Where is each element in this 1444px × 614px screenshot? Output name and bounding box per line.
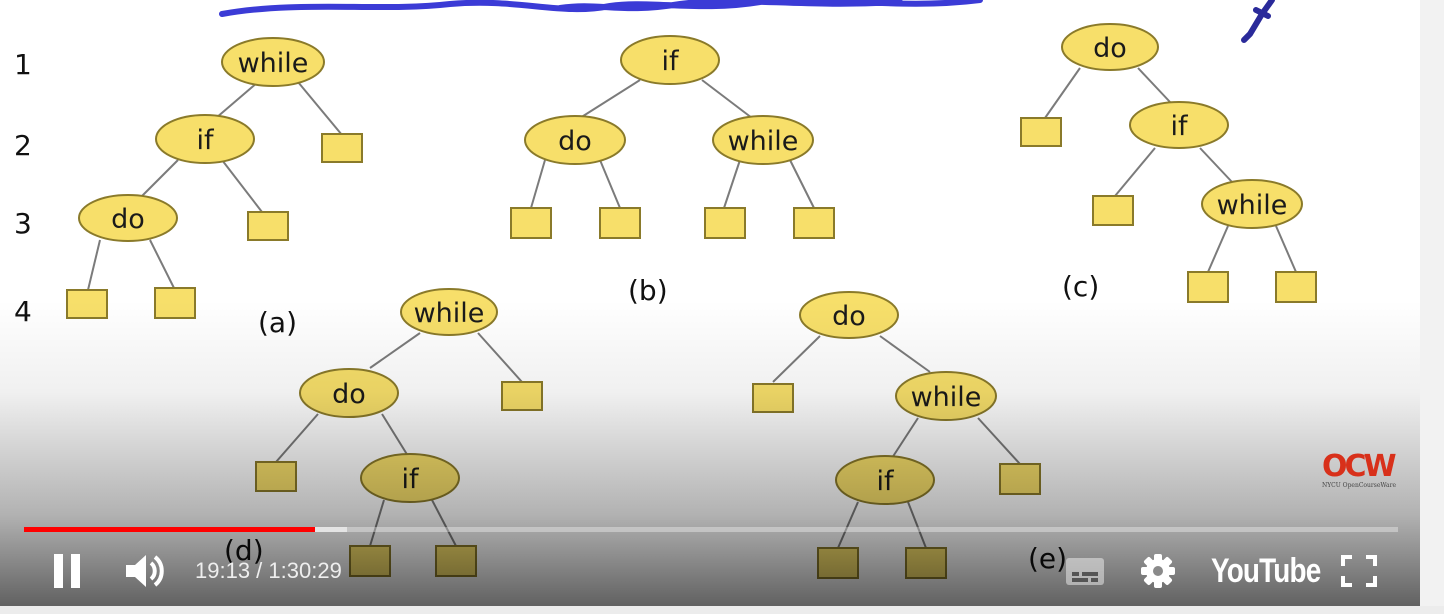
settings-button[interactable] bbox=[1140, 553, 1176, 589]
tree-node bbox=[1201, 179, 1303, 229]
progress-bar[interactable] bbox=[24, 527, 1398, 532]
tree-node bbox=[155, 114, 255, 164]
video-player[interactable]: 1 2 3 4 bbox=[0, 0, 1420, 606]
tree-node-label: do bbox=[111, 204, 145, 235]
tree-node-label: do bbox=[332, 379, 366, 410]
leaf-node bbox=[793, 207, 835, 239]
tree-node bbox=[1129, 101, 1229, 149]
tree-node-label: if bbox=[661, 46, 680, 77]
logo-subtitle: NYCU OpenCourseWare bbox=[1322, 482, 1397, 489]
tree-caption: (c) bbox=[1062, 270, 1099, 303]
level-label: 2 bbox=[14, 129, 32, 162]
youtube-logo-button[interactable]: YouTube bbox=[1211, 552, 1321, 590]
tree-node-label: do bbox=[558, 126, 592, 157]
tree-node-label: while bbox=[1217, 190, 1288, 221]
tree-node-label: while bbox=[728, 126, 799, 157]
tree-node-label: if bbox=[1170, 111, 1189, 142]
leaf-node bbox=[1020, 117, 1062, 147]
leaf-node bbox=[1092, 195, 1134, 226]
leaf-node bbox=[510, 207, 552, 239]
time-display: 19:13 / 1:30:29 bbox=[195, 556, 342, 586]
level-label: 4 bbox=[14, 295, 32, 328]
fullscreen-icon bbox=[1341, 555, 1377, 587]
tree-node-label: do bbox=[1093, 33, 1127, 64]
page-bottom-strip bbox=[0, 606, 1444, 614]
tree-caption: (b) bbox=[628, 274, 668, 307]
tree-node-label: do bbox=[832, 301, 866, 332]
tree-node-label: if bbox=[876, 466, 895, 497]
level-label: 1 bbox=[14, 48, 32, 81]
progress-played bbox=[24, 527, 316, 532]
level-labels: 1 2 3 4 bbox=[14, 48, 32, 328]
leaf-node bbox=[752, 383, 794, 413]
pause-icon bbox=[54, 554, 80, 588]
ink-mark-right bbox=[1241, 0, 1275, 43]
leaf-node bbox=[704, 207, 746, 239]
leaf-node bbox=[66, 289, 108, 319]
leaf-node bbox=[154, 287, 196, 319]
fullscreen-button[interactable] bbox=[1340, 554, 1378, 588]
tree-b: if do while (b) bbox=[510, 35, 835, 307]
subtitles-icon bbox=[1066, 558, 1104, 585]
tree-node bbox=[524, 115, 626, 165]
leaf-node bbox=[247, 211, 289, 241]
tree-node-label: if bbox=[196, 125, 215, 156]
leaf-node bbox=[255, 461, 297, 492]
tree-node bbox=[78, 194, 178, 242]
leaf-node bbox=[999, 463, 1041, 495]
mute-button[interactable] bbox=[124, 552, 168, 590]
level-label: 3 bbox=[14, 207, 32, 240]
tree-node bbox=[1061, 23, 1159, 71]
volume-icon bbox=[126, 555, 164, 587]
tree-node-label: while bbox=[238, 48, 309, 79]
duration: 1:30:29 bbox=[268, 558, 342, 583]
ink-scribble bbox=[219, 0, 983, 17]
leaf-node bbox=[1187, 271, 1229, 303]
tree-node-label: while bbox=[414, 298, 485, 329]
subtitles-button[interactable] bbox=[1064, 554, 1106, 588]
player-controls: 19:13 / 1:30:29 YouT bbox=[0, 540, 1420, 602]
settings-gear-icon bbox=[1141, 554, 1175, 588]
tree-node bbox=[221, 37, 325, 87]
current-time: 19:13 bbox=[195, 558, 251, 583]
tree-c: do if while (c) bbox=[1020, 23, 1317, 303]
tree-node bbox=[712, 115, 814, 165]
leaf-node bbox=[1275, 271, 1317, 303]
tree-e: do while if (e) bbox=[752, 291, 1067, 579]
pause-button[interactable] bbox=[48, 552, 88, 590]
leaf-node bbox=[599, 207, 641, 239]
tree-a: while if do (a) bbox=[66, 37, 363, 339]
leaf-node bbox=[501, 381, 543, 411]
tree-node bbox=[620, 35, 720, 85]
tree-node-label: while bbox=[911, 382, 982, 413]
logo-mark: OCW bbox=[1322, 449, 1397, 484]
tree-node-label: if bbox=[401, 464, 420, 495]
time-separator: / bbox=[250, 558, 269, 583]
leaf-node bbox=[321, 133, 363, 163]
tree-caption: (a) bbox=[258, 306, 297, 339]
video-frame-slide: 1 2 3 4 bbox=[14, 0, 1317, 579]
channel-watermark-logo[interactable]: OCW NYCU OpenCourseWare bbox=[1322, 452, 1398, 492]
